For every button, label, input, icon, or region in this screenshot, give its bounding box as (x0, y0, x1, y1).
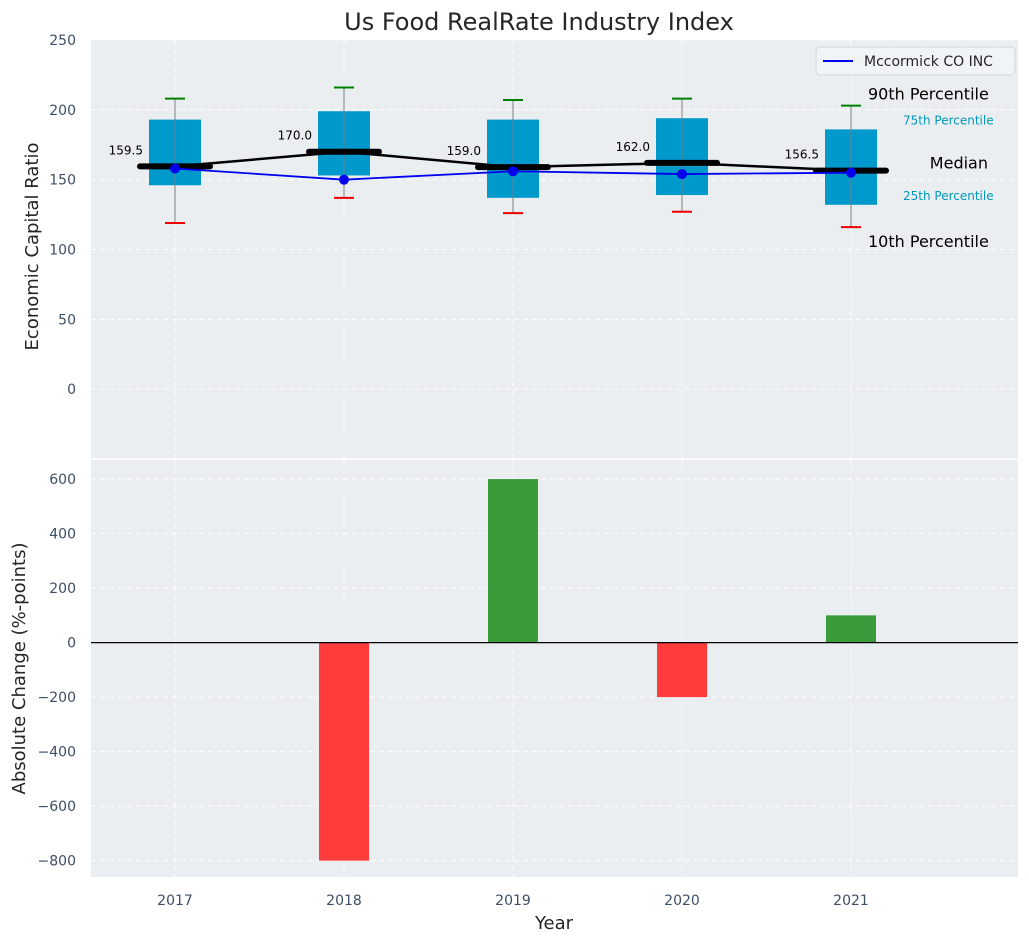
bottom-y-tick-label: 0 (67, 636, 76, 652)
box-2017: 159.5 (109, 97, 213, 224)
bottom-y-axis-label: Absolute Change (%-points) (9, 543, 30, 795)
bottom-y-tick-label: −600 (38, 799, 76, 815)
top-series (170, 150, 856, 185)
median-value-label: 170.0 (278, 129, 312, 143)
annotation-p90: 90th Percentile (868, 85, 989, 104)
bottom-y-ticks: −800 −600 −400 −200 0 200 400 600 (38, 472, 76, 870)
median-value-label: 156.5 (785, 148, 819, 162)
x-tick-label: 2021 (833, 893, 869, 909)
company-series-point (170, 163, 180, 174)
legend-box (815, 46, 1016, 76)
top-y-tick-label: 250 (49, 33, 76, 49)
bottom-y-tick-label: −800 (38, 854, 76, 870)
legend-label: Mccormick CO INC (864, 54, 993, 70)
top-y-tick-label: 0 (67, 382, 76, 398)
top-panel: 0 50 100 150 200 250 159.5 170.0 159.0 162.0 156.… (22, 33, 1018, 461)
company-series-point (846, 167, 856, 178)
company-series-point (677, 169, 687, 180)
bottom-y-tick-label: 200 (49, 581, 76, 597)
company-series-point (508, 166, 518, 177)
annotation-p75: 75th Percentile (903, 113, 994, 127)
bottom-plot-background (91, 460, 1018, 877)
box-2019: 159.0 (447, 99, 551, 215)
annotation-p25: 25th Percentile (903, 189, 994, 203)
box-2018: 170.0 (278, 86, 382, 199)
median-value-label: 159.5 (109, 143, 143, 157)
top-y-tick-label: 150 (49, 173, 76, 189)
top-y-tick-label: 100 (49, 243, 76, 259)
x-tick-label: 2017 (157, 893, 193, 909)
bottom-y-tick-label: −400 (38, 745, 76, 761)
bottom-y-tick-label: 600 (49, 472, 76, 488)
top-annotations: 90th Percentile 75th Percentile Median 25th… (868, 85, 994, 252)
legend: Mccormick CO INC (815, 46, 1016, 76)
x-tick-label: 2020 (664, 893, 700, 909)
median-value-label: 162.0 (616, 140, 650, 154)
company-series-point (339, 174, 349, 185)
x-axis-label: Year (534, 913, 574, 934)
top-grid (91, 39, 1018, 459)
chart-title: Us Food RealRate Industry Index (344, 8, 734, 36)
bottom-y-tick-label: −200 (38, 690, 76, 706)
bottom-y-tick-label: 400 (49, 527, 76, 543)
change-bar-2020 (657, 642, 707, 698)
x-tick-label: 2019 (495, 893, 531, 909)
top-y-tick-label: 200 (49, 103, 76, 119)
change-bar-2021 (826, 615, 876, 643)
top-y-axis-label: Economic Capital Ratio (22, 143, 43, 351)
annotation-median: Median (930, 154, 988, 173)
median-value-label: 159.0 (447, 144, 481, 158)
x-tick-label: 2018 (326, 893, 362, 909)
x-ticks: 2017 2018 2019 2020 2021 (157, 893, 869, 909)
bottom-bars (319, 479, 876, 861)
change-bar-2019 (488, 479, 538, 643)
top-y-ticks: 0 50 100 150 200 250 (49, 33, 76, 398)
top-y-tick-label: 50 (58, 312, 76, 328)
annotation-p10: 10th Percentile (868, 232, 989, 251)
top-boxes: 159.5 170.0 159.0 162.0 156.5 (109, 86, 889, 229)
change-bar-2018 (319, 642, 369, 861)
